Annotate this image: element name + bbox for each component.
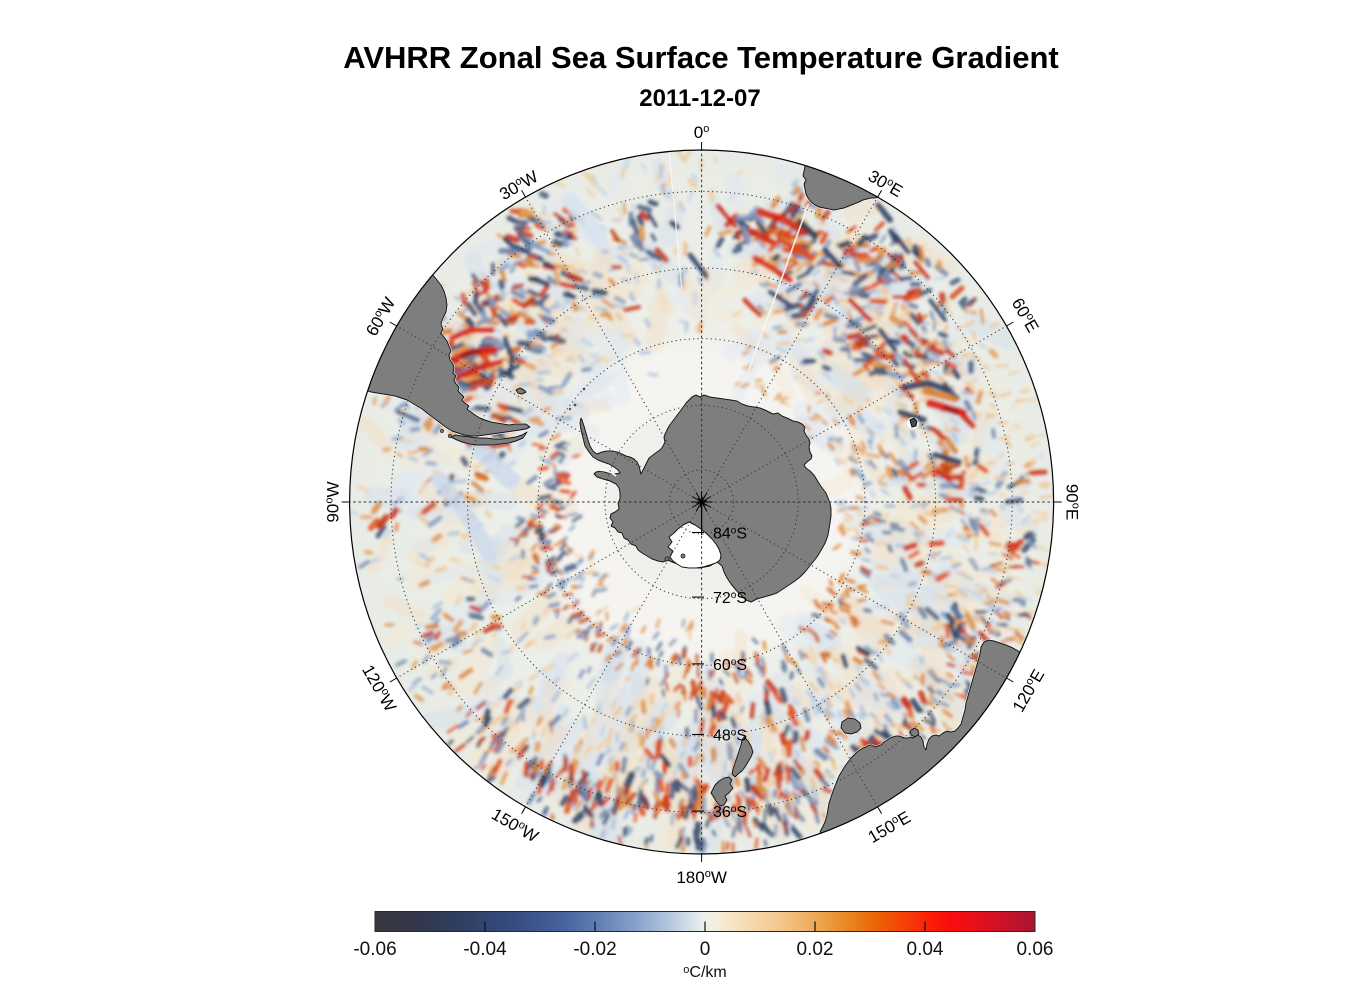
svg-text:36oS: 36oS	[713, 804, 747, 821]
svg-text:84oS: 84oS	[713, 526, 747, 543]
svg-text:oC/km: oC/km	[683, 964, 726, 981]
svg-text:AVHRR Zonal Sea Surface Temper: AVHRR Zonal Sea Surface Temperature Grad…	[343, 40, 1058, 75]
svg-text:2011-12-07: 2011-12-07	[639, 85, 760, 112]
svg-text:-0.02: -0.02	[573, 939, 616, 960]
svg-text:0.06: 0.06	[1017, 939, 1054, 960]
svg-text:-0.04: -0.04	[463, 939, 507, 960]
svg-text:72oS: 72oS	[713, 590, 747, 607]
svg-text:48oS: 48oS	[713, 728, 747, 745]
svg-text:0.04: 0.04	[907, 939, 944, 960]
svg-text:180oW: 180oW	[676, 868, 727, 887]
svg-text:90oW: 90oW	[324, 481, 343, 522]
svg-text:0: 0	[700, 939, 711, 960]
svg-text:0.02: 0.02	[797, 939, 834, 960]
svg-text:90oE: 90oE	[1063, 484, 1082, 520]
svg-text:60oS: 60oS	[713, 657, 747, 674]
svg-text:-0.06: -0.06	[353, 939, 396, 960]
